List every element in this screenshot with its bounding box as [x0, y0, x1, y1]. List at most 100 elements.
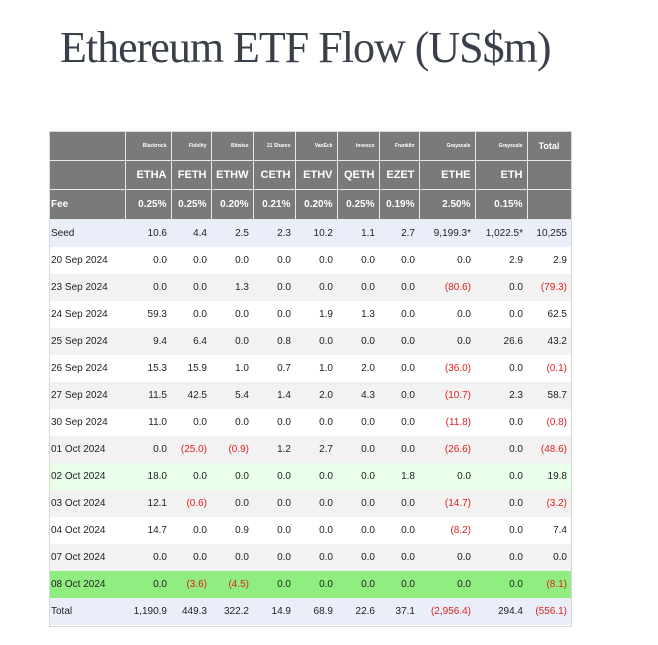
row-total-cell: 43.2 [547, 336, 567, 347]
flow-cell: (36.0) [444, 363, 471, 374]
fee-row: Fee 0.25% 0.25% 0.20% 0.21% 0.20% 0.25% … [49, 189, 572, 220]
flow-cell: 0.0 [153, 444, 167, 455]
flow-cell: (3.6) [186, 579, 207, 590]
flow-cell: 2.7 [401, 228, 415, 239]
ticker-header: ETHV [295, 160, 338, 190]
row-total-cell: 0.0 [553, 552, 567, 563]
flow-cell: 0.0 [509, 282, 523, 293]
flow-cell: 0.0 [509, 525, 523, 536]
flow-cell: 0.0 [319, 471, 333, 482]
flow-table-body: Seed 10.6 4.4 2.5 2.3 10.2 1.1 2.7 9,199.3* 1,022… [49, 219, 571, 598]
flow-cell: 0.0 [277, 579, 291, 590]
flow-cell: 0.9 [235, 525, 249, 536]
flow-cell: 0.0 [235, 255, 249, 266]
issuer-header: Fidelity [171, 131, 212, 161]
table-row: 08 Oct 2024 0.0 (3.6) (4.5) 0.0 0.0 0.0 0.0 0.0 0… [49, 571, 571, 598]
fee-cell: 0.25% [125, 189, 172, 220]
row-date: 02 Oct 2024 [51, 471, 106, 482]
row-total-cell: (0.1) [546, 363, 567, 374]
flow-cell: 2.5 [235, 228, 249, 239]
flow-cell: 0.0 [277, 525, 291, 536]
flow-cell: 0.0 [193, 552, 207, 563]
flow-cell: 15.3 [147, 363, 167, 374]
etf-flow-table: Blackrock Fidelity Bitwise 21 Shares Van… [49, 131, 572, 625]
row-date: 08 Oct 2024 [51, 579, 106, 590]
issuer-header: Grayscale [419, 131, 476, 161]
flow-cell: 0.0 [193, 471, 207, 482]
total-row: Total 1,190.9 449.3 322.2 14.9 68.9 22.6 37.1 (2… [49, 598, 571, 625]
table-row: Seed 10.6 4.4 2.5 2.3 10.2 1.1 2.7 9,199.3* 1,022… [49, 219, 571, 247]
flow-cell: 0.0 [361, 336, 375, 347]
fee-cell: 0.20% [211, 189, 254, 220]
row-total-cell: (8.1) [546, 579, 567, 590]
flow-cell: 9.4 [153, 336, 167, 347]
ticker-header: ETHA [125, 160, 172, 190]
flow-cell: 1.0 [235, 363, 249, 374]
fee-label: Fee [49, 189, 126, 220]
flow-cell: 0.0 [235, 498, 249, 509]
flow-cell: 1.0 [319, 363, 333, 374]
fee-cell: 2.50% [419, 189, 476, 220]
ticker-header: ETH [475, 160, 528, 190]
flow-cell: 0.0 [277, 282, 291, 293]
total-cell: 68.9 [295, 598, 337, 625]
flow-cell: 2.7 [319, 444, 333, 455]
issuer-header: Franklin [379, 131, 420, 161]
total-cell: 294.4 [475, 598, 527, 625]
flow-cell: 0.0 [361, 498, 375, 509]
flow-cell: 0.0 [319, 417, 333, 428]
total-cell: 449.3 [171, 598, 211, 625]
flow-cell: 0.0 [401, 309, 415, 320]
flow-cell: 1.3 [235, 282, 249, 293]
flow-cell: 0.0 [401, 579, 415, 590]
table-row: 04 Oct 2024 14.7 0.0 0.9 0.0 0.0 0.0 0.0 (8.2) 0.… [49, 517, 571, 544]
table-row: 20 Sep 2024 0.0 0.0 0.0 0.0 0.0 0.0 0.0 0.0 2.9 2.… [49, 247, 571, 274]
flow-cell: 0.0 [277, 471, 291, 482]
total-cell: (556.1) [527, 598, 571, 625]
flow-cell: (25.0) [180, 444, 207, 455]
page-title: Ethereum ETF Flow (US$m) [60, 23, 552, 72]
row-date: 01 Oct 2024 [51, 444, 106, 455]
flow-cell: 0.0 [509, 471, 523, 482]
flow-cell: 0.0 [509, 309, 523, 320]
fee-cell: 0.25% [171, 189, 212, 220]
flow-cell: 0.0 [193, 282, 207, 293]
flow-cell: 0.0 [457, 309, 471, 320]
flow-cell: 5.4 [235, 390, 249, 401]
issuer-header: Bitwise [211, 131, 254, 161]
total-cell: (2,956.4) [419, 598, 475, 625]
table-row: 23 Sep 2024 0.0 0.0 1.3 0.0 0.0 0.0 0.0 (80.6) 0.… [49, 274, 571, 301]
row-total-cell: 62.5 [547, 309, 567, 320]
flow-cell: (4.5) [228, 579, 249, 590]
flow-cell: (26.6) [444, 444, 471, 455]
flow-cell: 0.0 [401, 255, 415, 266]
flow-cell: 2.0 [361, 363, 375, 374]
row-date: 04 Oct 2024 [51, 525, 106, 536]
ticker-header: ETHE [419, 160, 476, 190]
row-total-cell: (0.8) [546, 417, 567, 428]
corner-cell [49, 160, 126, 190]
total-cell: 322.2 [211, 598, 253, 625]
flow-cell: 2.3 [277, 228, 291, 239]
table-row: 30 Sep 2024 11.0 0.0 0.0 0.0 0.0 0.0 0.0 (11.8) 0… [49, 409, 571, 436]
row-total-cell: 2.9 [553, 255, 567, 266]
flow-cell: 0.0 [319, 255, 333, 266]
flow-cell: 10.6 [147, 228, 167, 239]
corner-cell [49, 131, 126, 161]
flow-cell: 0.0 [361, 444, 375, 455]
flow-cell: 0.0 [319, 282, 333, 293]
flow-cell: 6.4 [193, 336, 207, 347]
row-date: 25 Sep 2024 [51, 336, 108, 347]
flow-cell: (10.7) [444, 390, 471, 401]
flow-cell: 0.0 [235, 309, 249, 320]
flow-cell: 0.0 [235, 552, 249, 563]
flow-cell: 0.0 [457, 579, 471, 590]
flow-cell: (0.6) [186, 498, 207, 509]
flow-cell: 18.0 [147, 471, 167, 482]
row-total-cell: (79.3) [540, 282, 567, 293]
issuer-header: Invesco [337, 131, 380, 161]
ticker-header: QETH [337, 160, 380, 190]
table-row: 27 Sep 2024 11.5 42.5 5.4 1.4 2.0 4.3 0.0 (10.7)… [49, 382, 571, 409]
flow-cell: 0.0 [235, 336, 249, 347]
flow-cell: 0.0 [235, 471, 249, 482]
